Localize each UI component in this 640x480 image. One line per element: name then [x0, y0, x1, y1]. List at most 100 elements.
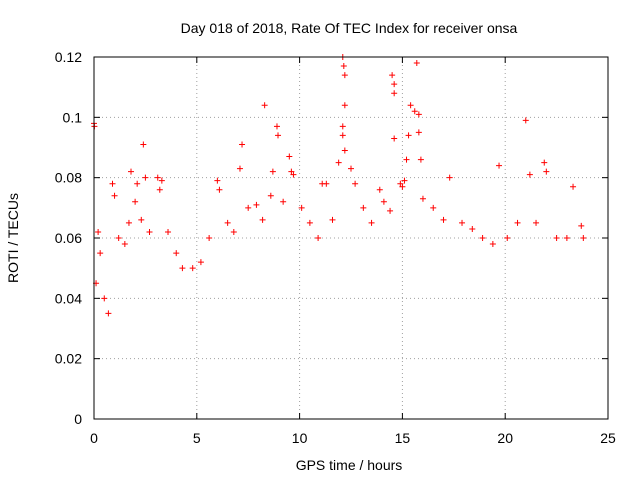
data-point	[360, 204, 367, 211]
x-tick-label: 0	[90, 430, 98, 446]
data-point	[275, 132, 282, 139]
data-point	[341, 147, 348, 154]
data-point	[522, 117, 529, 124]
data-point	[459, 219, 466, 226]
data-point	[138, 216, 145, 223]
data-point	[368, 219, 375, 226]
data-point	[401, 177, 408, 184]
data-point	[341, 72, 348, 79]
data-point	[496, 162, 503, 169]
data-point	[132, 198, 139, 205]
x-tick-label: 5	[193, 430, 201, 446]
data-point	[315, 235, 322, 241]
data-point	[115, 235, 122, 241]
data-point	[95, 228, 102, 235]
data-point	[533, 219, 540, 226]
data-point	[165, 228, 172, 235]
data-point	[411, 108, 418, 115]
y-tick-label: 0.04	[55, 290, 82, 306]
data-point	[189, 265, 196, 272]
data-point	[253, 201, 260, 208]
data-point	[580, 235, 587, 241]
data-point	[134, 180, 141, 187]
data-point	[280, 198, 287, 205]
data-point	[298, 204, 305, 211]
data-point	[288, 168, 295, 175]
data-point	[230, 228, 237, 235]
data-point	[173, 250, 180, 257]
data-point	[197, 259, 204, 266]
data-point	[290, 171, 297, 178]
data-point	[419, 195, 426, 202]
data-point	[142, 174, 149, 181]
x-tick-label: 15	[395, 430, 411, 446]
data-point	[154, 174, 161, 181]
y-tick-label: 0.06	[55, 230, 82, 246]
data-point	[553, 235, 560, 241]
data-point	[391, 135, 398, 142]
data-point	[405, 132, 412, 139]
data-point	[415, 129, 422, 136]
axis-ticks: 0 5 10 15 20 25 0 0.02 0.04 0.06 0.08 0.1 0.12	[55, 49, 616, 446]
data-point	[541, 159, 548, 166]
data-point	[261, 102, 268, 109]
data-point	[146, 228, 153, 235]
data-point	[335, 159, 342, 166]
data-point	[140, 141, 147, 148]
data-point	[391, 81, 398, 88]
x-tick-label: 20	[497, 430, 513, 446]
data-point	[236, 165, 243, 172]
data-point	[403, 156, 410, 163]
data-point	[306, 219, 313, 226]
y-tick-label: 0.08	[55, 170, 82, 186]
data-point	[216, 186, 223, 193]
data-point	[430, 204, 437, 211]
y-tick-label: 0.02	[55, 351, 82, 367]
data-point	[563, 235, 570, 241]
data-point	[440, 216, 447, 223]
data-point	[339, 123, 346, 130]
data-point	[397, 180, 404, 187]
x-tick-label: 25	[600, 430, 616, 446]
data-point	[348, 165, 354, 172]
x-tick-label: 10	[292, 430, 308, 446]
data-point	[341, 102, 348, 109]
data-point	[259, 216, 266, 223]
data-point	[389, 72, 396, 79]
data-point	[415, 111, 422, 118]
data-point	[339, 132, 346, 139]
data-point	[105, 310, 112, 317]
data-point	[269, 168, 276, 175]
data-point	[376, 186, 383, 193]
data-point	[156, 186, 163, 193]
y-tick-label: 0	[74, 411, 82, 427]
x-axis-label: GPS time / hours	[296, 457, 403, 473]
data-point	[158, 177, 165, 184]
data-point	[245, 204, 252, 211]
data-point	[286, 153, 293, 160]
data-point	[329, 216, 336, 223]
data-point	[352, 180, 359, 187]
data-point	[407, 102, 414, 109]
data-point	[214, 177, 221, 184]
data-point	[267, 192, 274, 199]
data-point	[391, 90, 398, 97]
data-point	[128, 168, 135, 175]
data-point	[179, 265, 186, 272]
data-point	[101, 295, 108, 302]
data-point	[446, 174, 453, 181]
data-point	[514, 219, 521, 226]
data-point	[469, 225, 476, 232]
data-point	[121, 241, 128, 248]
data-point	[97, 250, 104, 257]
data-point	[417, 156, 424, 163]
data-point	[125, 219, 132, 226]
data-point	[399, 183, 406, 190]
y-tick-label: 0.12	[55, 49, 82, 65]
data-point	[387, 207, 394, 214]
data-point	[323, 180, 330, 187]
data-point	[340, 63, 347, 70]
data-point	[380, 198, 387, 205]
data-point	[578, 222, 585, 229]
